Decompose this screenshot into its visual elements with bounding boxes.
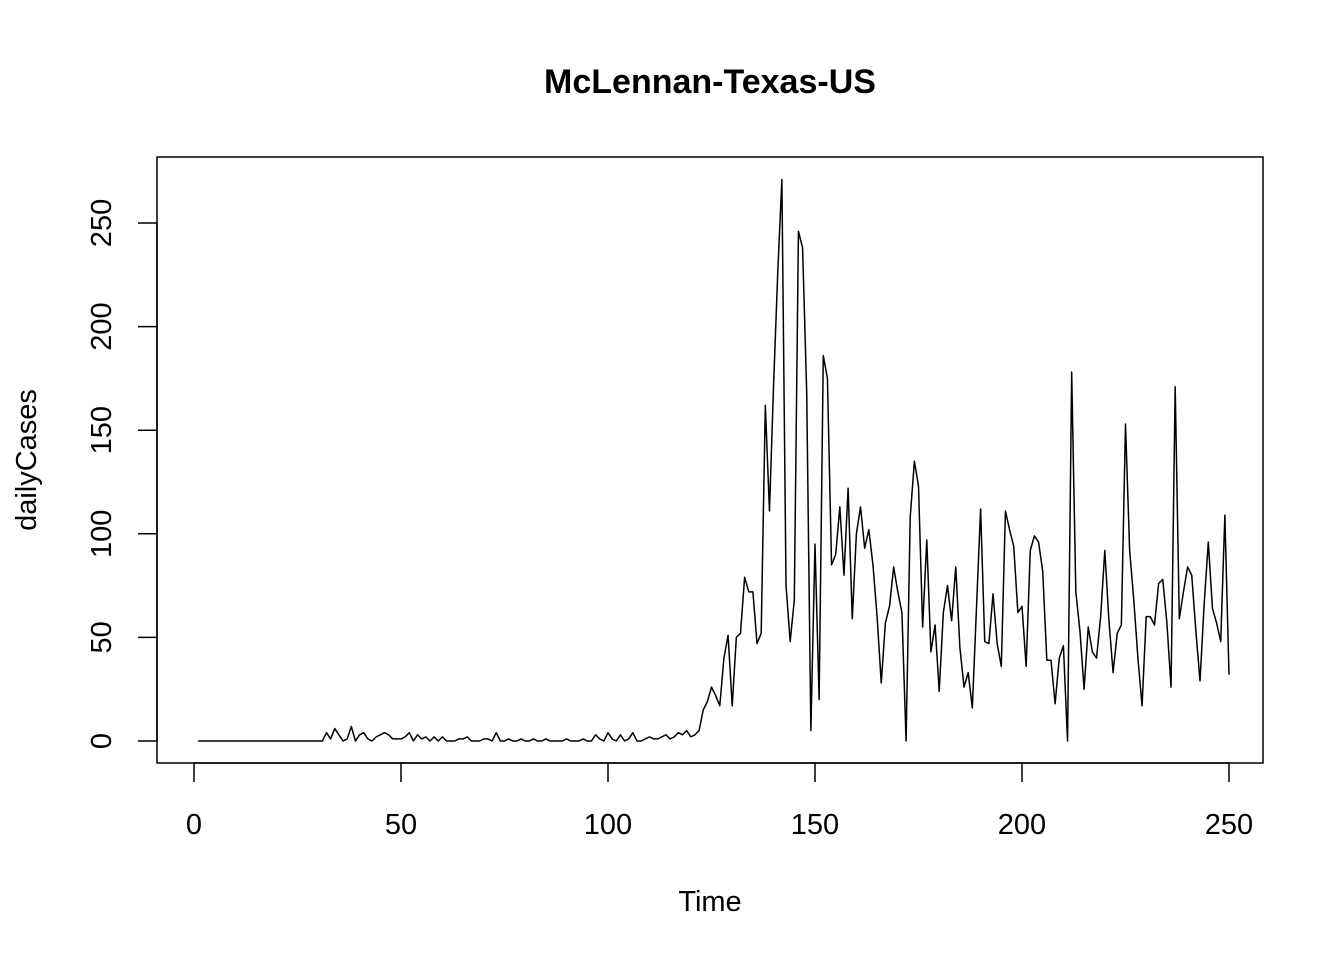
y-tick-label-200: 200 (86, 302, 118, 350)
x-tick-label-150: 150 (791, 809, 839, 841)
y-tick-label-0: 0 (86, 733, 118, 749)
x-axis: 0 50 100 150 200 250 (186, 762, 1253, 841)
chart-title: McLennan-Texas-US (544, 63, 876, 101)
y-tick-label-50: 50 (86, 621, 118, 653)
x-axis-label: Time (678, 886, 741, 918)
y-tick-label-100: 100 (86, 510, 118, 558)
x-tick-label-50: 50 (385, 809, 417, 841)
series-group (198, 178, 1230, 742)
x-tick-label-200: 200 (998, 809, 1046, 841)
x-tick-label-0: 0 (186, 809, 202, 841)
x-tick-label-250: 250 (1205, 809, 1253, 841)
series-line-0 (198, 178, 1230, 742)
y-axis-label: dailyCases (11, 389, 43, 531)
y-tick-label-250: 250 (86, 199, 118, 247)
y-tick-label-150: 150 (86, 406, 118, 454)
y-axis: 0 50 100 150 200 250 (86, 199, 158, 749)
plot-frame (156, 156, 1264, 764)
x-tick-label-100: 100 (584, 809, 632, 841)
